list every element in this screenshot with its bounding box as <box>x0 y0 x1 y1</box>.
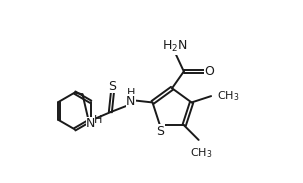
Text: S: S <box>156 125 164 138</box>
Text: H: H <box>127 88 135 98</box>
Text: N: N <box>126 95 135 108</box>
Text: CH$_3$: CH$_3$ <box>190 146 212 160</box>
Text: H$_2$N: H$_2$N <box>162 39 188 54</box>
Text: CH$_3$: CH$_3$ <box>217 89 239 103</box>
Text: S: S <box>108 80 117 93</box>
Text: H: H <box>94 115 103 125</box>
Text: N: N <box>86 117 95 130</box>
Text: O: O <box>204 65 214 78</box>
